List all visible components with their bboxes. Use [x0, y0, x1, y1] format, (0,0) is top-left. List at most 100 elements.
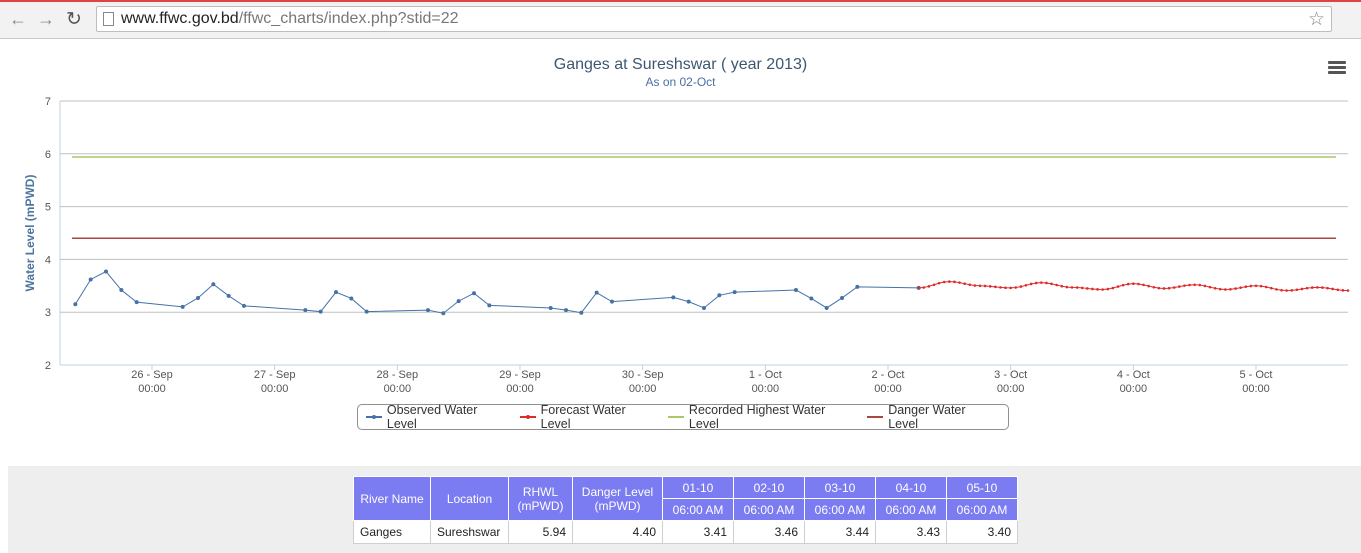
- address-bar[interactable]: www.ffwc.gov.bd/ffwc_charts/index.php?st…: [96, 6, 1332, 32]
- observed-point: [840, 295, 844, 300]
- menu-icon[interactable]: [1328, 61, 1346, 75]
- observed-point: [88, 277, 93, 282]
- header-date: 04-10: [875, 476, 947, 499]
- star-icon[interactable]: ☆: [1307, 9, 1325, 30]
- observed-point: [809, 296, 814, 301]
- forecast-point: [932, 283, 936, 287]
- forecast-point: [948, 280, 951, 283]
- forecast-point: [1096, 288, 1099, 291]
- legend-swatch: [366, 412, 382, 422]
- forecast-point: [1270, 286, 1273, 290]
- observed-point: [441, 311, 446, 316]
- x-tick-label: 30 - Sep: [622, 369, 664, 381]
- x-tick-label: 29 - Sep: [499, 369, 541, 381]
- y-tick-label: 2: [45, 360, 51, 372]
- forecast-point: [917, 286, 920, 290]
- y-tick-label: 3: [45, 307, 51, 319]
- forecast-point: [1121, 283, 1125, 287]
- forecast-point: [1080, 286, 1084, 290]
- observed-point: [349, 296, 354, 301]
- forecast-point: [1341, 289, 1345, 292]
- forecast-point: [1045, 281, 1048, 285]
- x-tick-time-label: 00:00: [752, 383, 780, 395]
- forecast-point: [927, 285, 931, 288]
- legend-item[interactable]: Observed Water Level: [366, 403, 510, 431]
- forecast-panel: River Name Location RHWL (mPWD) Danger L…: [8, 466, 1361, 553]
- forecast-point: [1249, 284, 1253, 288]
- forecast-point: [1091, 287, 1094, 291]
- forecast-point: [937, 281, 941, 285]
- header-time: 06:00 AM: [946, 498, 1018, 521]
- url-text[interactable]: www.ffwc.gov.bd/ffwc_charts/index.php?st…: [121, 10, 459, 28]
- chart-plot: 2 3 4 5 6 7 Water Level (mPWD) 26 - Sep 00:00 27 …: [23, 96, 1350, 395]
- forecast-point: [1132, 282, 1135, 285]
- x-tick-time-label: 00:00: [997, 383, 1025, 395]
- observed-point: [472, 291, 476, 296]
- legend-swatch: [519, 412, 536, 422]
- observed-point: [487, 303, 492, 308]
- x-tick-time-label: 00:00: [874, 383, 902, 395]
- forecast-point: [1244, 285, 1248, 289]
- browser-toolbar: ← → ↻ www.ffwc.gov.bd/ffwc_charts/index.…: [0, 0, 1361, 39]
- observed-point: [426, 308, 430, 313]
- legend-label: Observed Water Level: [386, 403, 478, 431]
- legend-label: Recorded Highest Water Level: [688, 403, 826, 431]
- forecast-point: [922, 286, 926, 289]
- observed-point: [196, 295, 200, 300]
- legend-swatch: [867, 412, 884, 422]
- forecast-point: [1346, 289, 1350, 292]
- tab-strip-edge: [0, 0, 1361, 2]
- header-danger-level: Danger Level (mPWD): [572, 476, 663, 521]
- forecast-point: [1239, 286, 1242, 289]
- forecast-point: [1264, 285, 1268, 289]
- url-host: www.ffwc.gov.bd: [121, 10, 239, 27]
- legend-item[interactable]: Forecast Water Level: [519, 403, 658, 431]
- page-icon: [103, 12, 114, 26]
- header-time: 06:00 AM: [875, 498, 947, 521]
- x-tick-label: 27 - Sep: [254, 369, 296, 381]
- x-tick-time-label: 00:00: [1120, 383, 1148, 395]
- x-tick-time-label: 00:00: [1242, 383, 1270, 395]
- forecast-point: [978, 284, 982, 288]
- forecast-point: [1280, 288, 1283, 292]
- observed-point: [855, 284, 860, 289]
- forecast-point: [1254, 284, 1258, 288]
- legend-item[interactable]: Recorded Highest Water Level: [668, 403, 857, 431]
- forecast-point: [999, 286, 1002, 289]
- observed-point: [579, 310, 584, 315]
- header-date: 03-10: [804, 476, 876, 499]
- observed-point: [702, 305, 706, 310]
- forecast-point: [1065, 285, 1069, 289]
- forecast-point: [988, 285, 992, 288]
- observed-point: [318, 309, 323, 314]
- forecast-point: [958, 281, 961, 284]
- arrow-left-icon[interactable]: ←: [9, 8, 27, 29]
- forecast-point: [1009, 286, 1012, 290]
- forecast-point: [1208, 285, 1212, 289]
- forecast-point: [1183, 284, 1186, 287]
- header-river-name: River Name: [353, 476, 431, 521]
- observed-point: [73, 302, 78, 307]
- forecast-point: [1305, 286, 1309, 290]
- forecast-point: [1014, 286, 1018, 289]
- forecast-table: River Name Location RHWL (mPWD) Danger L…: [353, 476, 1018, 544]
- arrow-right-icon[interactable]: →: [37, 8, 55, 29]
- header-time: 06:00 AM: [733, 498, 805, 521]
- forecast-point: [1086, 287, 1089, 290]
- x-tick-label: 26 - Sep: [131, 369, 173, 381]
- legend-label: Danger Water Level: [888, 403, 966, 431]
- cell-location: Sureshswar: [430, 520, 509, 544]
- forecast-point: [1336, 288, 1340, 292]
- header-rhwl: RHWL (mPWD): [508, 476, 573, 521]
- forecast-point: [1070, 286, 1074, 289]
- observed-point: [548, 305, 553, 310]
- reload-icon[interactable]: ↻: [66, 8, 82, 30]
- forecast-point: [1111, 286, 1115, 290]
- forecast-point: [1300, 287, 1304, 291]
- legend-item[interactable]: Danger Water Level: [867, 403, 998, 431]
- forecast-point: [1152, 285, 1156, 289]
- y-axis-label: Water Level (mPWD): [23, 175, 37, 292]
- observed-point: [104, 269, 108, 274]
- forecast-point: [1147, 284, 1150, 288]
- header-date: 01-10: [662, 476, 734, 499]
